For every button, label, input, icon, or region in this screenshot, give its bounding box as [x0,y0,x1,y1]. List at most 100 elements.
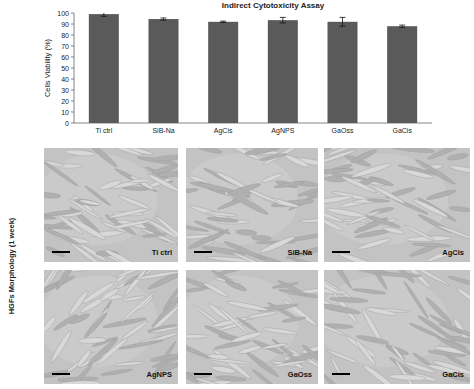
error-cap [161,17,167,18]
cell [324,302,361,316]
cell [57,213,85,235]
cell [64,149,96,157]
cell [448,275,470,289]
cell [134,270,178,281]
y-tick [71,123,74,124]
micrograph [324,148,470,262]
cell [366,306,397,317]
cell [226,182,261,198]
cell [245,351,280,379]
x-tick-label: AgCis [214,127,233,135]
error-cap [340,26,346,27]
error-cap [340,17,346,18]
bars [89,13,417,123]
cell [226,300,269,313]
y-tick [71,24,74,25]
cell [83,311,109,339]
error-cap [220,21,226,22]
cell [246,310,278,319]
cell [365,214,401,230]
error-bar [340,17,346,26]
scale-bar [52,373,70,375]
micrograph-shading [44,276,158,367]
cell [299,218,318,223]
micrograph [324,270,470,384]
cell [108,207,151,220]
cell [329,296,368,303]
cell [206,211,238,217]
cell [244,148,273,156]
cell [83,148,118,169]
micrograph [44,148,178,262]
error-bar [161,18,167,20]
panel-label: GaOss [288,370,312,379]
y-tick-label: 80 [61,32,69,39]
side-label: HGFs Morphology (1 week) [7,217,16,314]
cell [424,296,453,325]
cell [390,344,406,363]
micrograph [186,148,318,262]
error-stem [342,17,343,26]
cell [262,327,298,336]
cell [113,361,145,367]
cell [352,288,387,295]
cell [119,291,156,324]
cell [251,235,271,241]
cell [44,192,61,199]
cell [211,270,235,285]
scale-bar [194,373,212,375]
error-cap [280,17,286,18]
cell [325,206,365,219]
y-tick-label: 30 [61,87,69,94]
cell [223,240,262,260]
error-bar [220,21,226,22]
cell [271,359,309,368]
cell [44,281,60,299]
cell [456,286,470,304]
cell [324,194,353,206]
micrograph-shading [44,154,158,245]
panel-label: AgCis [442,248,464,257]
cell [427,148,470,161]
error-stem [282,17,283,23]
cell [49,329,73,363]
cell [129,178,151,183]
cell [117,194,151,211]
cell [326,348,360,364]
cell [285,245,318,261]
error-bar [280,17,286,23]
cell [383,226,405,235]
cell [277,279,307,297]
cell [426,188,457,201]
cell [403,280,429,319]
cell [417,314,446,334]
y-tick [71,101,74,102]
cell [202,281,228,298]
cell [238,344,262,355]
error-cap [220,22,226,23]
cell [186,369,200,384]
cell [99,179,122,192]
cell [391,270,416,284]
micrograph [186,270,318,384]
cell [326,148,358,157]
scale-bar [52,251,70,253]
cell [110,218,152,230]
cell [282,298,318,328]
cell [282,316,307,323]
micrograph-shading [324,276,448,367]
error-cap [399,25,405,26]
panel-label: GaCis [442,370,464,379]
scale-bar [194,251,212,253]
cell [324,274,343,296]
cell [44,209,81,217]
cell [350,148,378,165]
cell [152,163,178,176]
cell [54,270,80,291]
scale-bar [332,373,350,375]
cell [101,368,133,377]
cell [324,318,348,337]
cell [356,237,392,252]
bar [89,14,119,123]
cell [236,229,258,236]
